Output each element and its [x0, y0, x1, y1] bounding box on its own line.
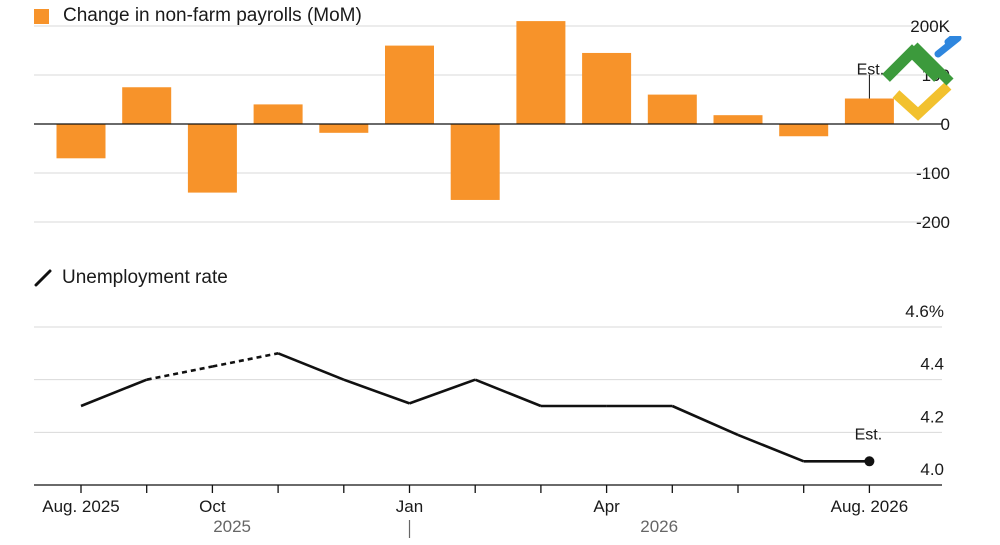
- unemployment-line-segment: [80, 378, 148, 408]
- payroll-bar: [516, 21, 566, 125]
- unemployment-line-segment-dashed: [146, 365, 213, 381]
- payroll-bar: [56, 124, 106, 159]
- payroll-bar: [385, 45, 434, 124]
- bar-y-tick-label: -100: [916, 164, 950, 183]
- payroll-bar: [647, 94, 697, 124]
- brand-logo-icon: [882, 36, 962, 121]
- x-axis-label: Aug. 2026: [831, 497, 909, 516]
- unemployment-line-segment: [474, 378, 542, 408]
- payroll-bar: [319, 124, 369, 133]
- x-axis-label: Aug. 2025: [42, 497, 120, 516]
- unemployment-line-segment-dashed: [212, 352, 279, 368]
- bar-y-tick-label: -200: [916, 213, 950, 232]
- x-axis-label: Oct: [199, 497, 226, 516]
- legend-unemployment: Unemployment rate: [34, 267, 228, 289]
- line-y-tick-label: 4.6%: [905, 302, 944, 321]
- x-axis-label: Jan: [396, 497, 423, 516]
- payroll-bar: [450, 124, 500, 200]
- unemployment-line-segment: [409, 378, 476, 405]
- unemployment-line-segment: [737, 433, 805, 463]
- x-axis-label: Apr: [593, 497, 620, 516]
- bar-y-tick-label: 0: [941, 115, 950, 134]
- bar-estimate-label: Est.: [857, 62, 885, 79]
- x-axis-year-label: 2025: [213, 517, 251, 536]
- orange-square-icon: [34, 8, 49, 24]
- x-axis-year-label: 2026: [640, 517, 678, 536]
- payroll-bar: [779, 124, 829, 137]
- line-y-tick-label: 4.0: [920, 460, 944, 479]
- legend-unemployment-label: Unemployment rate: [62, 267, 228, 288]
- legend-payrolls-label: Change in non-farm payrolls (MoM): [63, 5, 362, 26]
- unemployment-line-segment: [343, 378, 410, 405]
- unemployment-estimate-point: [864, 456, 875, 467]
- bar-y-tick-label: 200K: [910, 17, 950, 36]
- payroll-bar: [713, 115, 763, 124]
- line-y-tick-label: 4.2: [920, 407, 944, 426]
- black-line-icon: [34, 269, 52, 287]
- unemployment-line-segment: [277, 352, 345, 381]
- payroll-bar: [582, 52, 632, 125]
- legend-payrolls: Change in non-farm payrolls (MoM): [34, 5, 362, 27]
- line-y-tick-label: 4.4: [920, 355, 944, 374]
- unemployment-line-segment: [671, 404, 739, 437]
- payroll-bar: [844, 98, 894, 124]
- payroll-bar: [187, 124, 237, 193]
- line-estimate-label: Est.: [855, 426, 883, 443]
- payroll-bar: [253, 104, 303, 124]
- payroll-bar: [122, 87, 172, 124]
